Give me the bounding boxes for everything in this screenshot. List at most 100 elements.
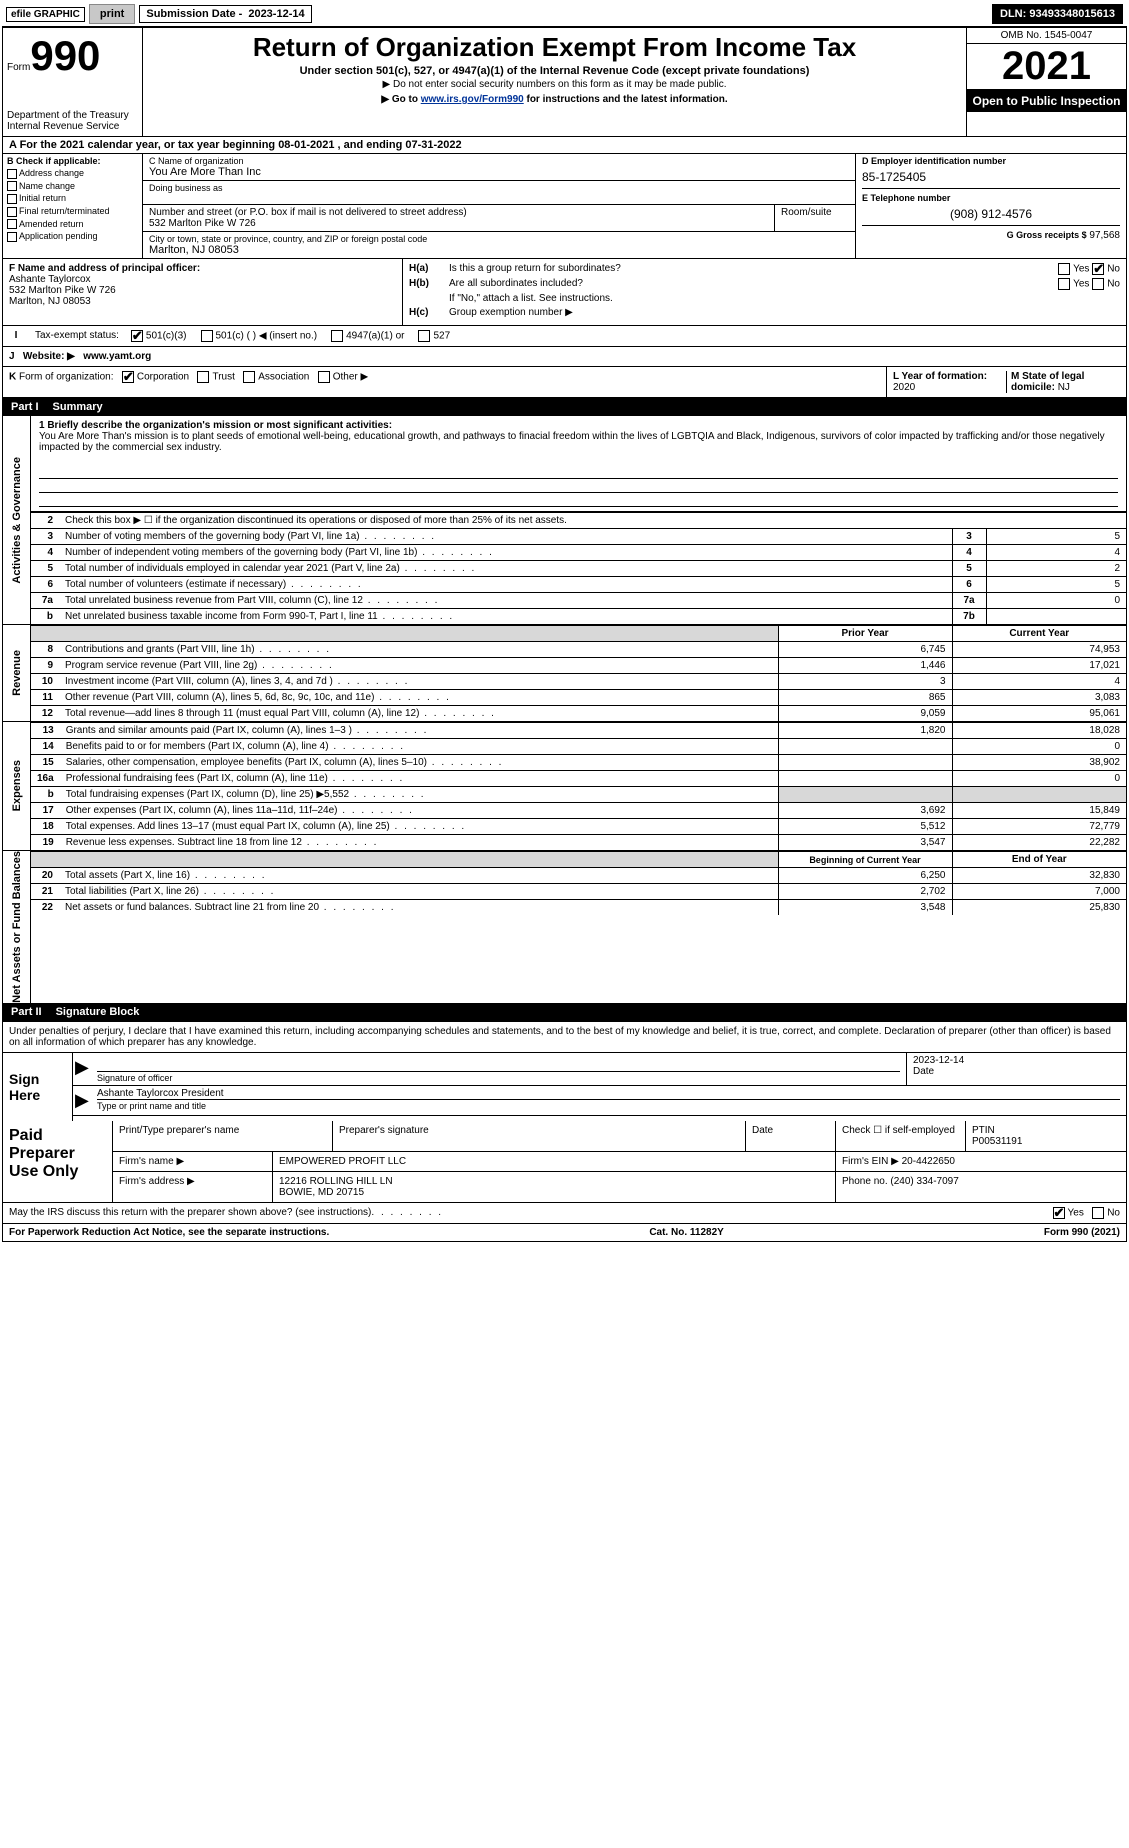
chk-4947[interactable] (331, 330, 343, 342)
table-row: 22Net assets or fund balances. Subtract … (31, 900, 1126, 916)
dept-irs: Internal Revenue Service (7, 121, 138, 132)
hb-note: If "No," attach a list. See instructions… (449, 293, 613, 304)
paid-preparer-block: Paid Preparer Use Only Print/Type prepar… (3, 1121, 1126, 1203)
street-value: 532 Marlton Pike W 726 (149, 218, 768, 229)
line-2: Check this box ▶ ☐ if the organization d… (59, 513, 1126, 529)
section-c: C Name of organization You Are More Than… (143, 154, 856, 258)
hb-text: Are all subordinates included? (449, 278, 583, 289)
ein-label: D Employer identification number (862, 156, 1120, 166)
table-row: 21Total liabilities (Part X, line 26)2,7… (31, 884, 1126, 900)
opt-501c3: 501(c)(3) (146, 331, 187, 342)
discuss-text: May the IRS discuss this return with the… (9, 1207, 371, 1219)
submission-date-box: Submission Date - 2023-12-14 (139, 5, 311, 23)
hb-label: H(b) (409, 278, 449, 289)
irs-link[interactable]: www.irs.gov/Form990 (421, 94, 524, 105)
part-2-header: Part II Signature Block (3, 1003, 1126, 1021)
period-line: A For the 2021 calendar year, or tax yea… (3, 137, 1126, 154)
form-subtitle: Under section 501(c), 527, or 4947(a)(1)… (149, 65, 960, 77)
part-1-header: Part I Summary (3, 398, 1126, 416)
opt-501c: 501(c) ( ) ◀ (insert no.) (216, 331, 318, 342)
tax-year: 2021 (967, 44, 1126, 90)
table-row: 3Number of voting members of the governi… (31, 529, 1126, 545)
table-row: 9Program service revenue (Part VIII, lin… (31, 658, 1126, 674)
chk-association[interactable] (243, 371, 255, 383)
chk-final-return[interactable]: Final return/terminated (7, 206, 138, 217)
firm-addr-1: 12216 ROLLING HILL LN (279, 1176, 829, 1187)
chk-trust[interactable] (197, 371, 209, 383)
chk-amended-return[interactable]: Amended return (7, 219, 138, 230)
revenue-section: Revenue Prior YearCurrent Year 8Contribu… (3, 625, 1126, 722)
form-org-label: Form of organization: (19, 372, 114, 383)
ptin-label: PTIN (972, 1125, 1120, 1136)
row-k: K Form of organization: Corporation Trus… (3, 367, 1126, 398)
part-2-title: Signature Block (56, 1006, 140, 1018)
part-2-label: Part II (11, 1006, 42, 1018)
m-value: NJ (1058, 382, 1070, 393)
table-row: 16aProfessional fundraising fees (Part I… (31, 771, 1126, 787)
dln-box: DLN: 93493348015613 (992, 4, 1123, 24)
table-row: 7aTotal unrelated business revenue from … (31, 593, 1126, 609)
chk-527[interactable] (418, 330, 430, 342)
go-to-suffix: for instructions and the latest informat… (524, 94, 728, 105)
opt-association: Association (258, 372, 309, 383)
sign-here-label: Sign Here (3, 1053, 73, 1121)
chk-application-pending[interactable]: Application pending (7, 231, 138, 242)
opt-other: Other ▶ (333, 372, 368, 383)
discuss-no-chk[interactable] (1092, 1207, 1104, 1219)
opt-4947: 4947(a)(1) or (346, 331, 404, 342)
top-bar: efile GRAPHIC print Submission Date - 20… (2, 2, 1127, 27)
chk-501c[interactable] (201, 330, 213, 342)
begin-year-hdr: Beginning of Current Year (778, 852, 952, 868)
m-label: M State of legal domicile: (1011, 371, 1084, 393)
discuss-yes-chk[interactable] (1053, 1207, 1065, 1219)
governance-rows: 3Number of voting members of the governi… (31, 528, 1126, 624)
ha-no-chk[interactable] (1092, 263, 1104, 275)
j-label: J (9, 351, 15, 362)
submission-date-label: Submission Date - (146, 8, 242, 20)
no-label-2: No (1107, 279, 1120, 290)
l-label: L Year of formation: (893, 371, 987, 382)
table-row: bTotal fundraising expenses (Part IX, co… (31, 787, 1126, 803)
revenue-side-label: Revenue (3, 625, 31, 721)
form-id-footer: Form 990 (2021) (1044, 1227, 1120, 1238)
arrow-icon: ▶ (73, 1053, 91, 1085)
chk-address-change[interactable]: Address change (7, 168, 138, 179)
netassets-side-label: Net Assets or Fund Balances (3, 851, 31, 1003)
row-j: J Website: ▶ www.yamt.org (3, 347, 1126, 367)
l-value: 2020 (893, 382, 915, 393)
dept-treasury: Department of the Treasury (7, 110, 138, 121)
fh-row: F Name and address of principal officer:… (3, 259, 1126, 326)
table-row: 6Total number of volunteers (estimate if… (31, 577, 1126, 593)
hc-label: H(c) (409, 307, 449, 318)
chk-other[interactable] (318, 371, 330, 383)
netassets-rows: 20Total assets (Part X, line 16)6,25032,… (31, 867, 1126, 915)
ein-value: 85-1725405 (862, 166, 1120, 184)
yes-label-2: Yes (1073, 279, 1089, 290)
chk-corporation[interactable] (122, 371, 134, 383)
i-label: I (3, 326, 29, 346)
dba-label: Doing business as (149, 183, 849, 193)
form-title: Return of Organization Exempt From Incom… (149, 32, 960, 63)
section-d: D Employer identification number 85-1725… (856, 154, 1126, 258)
hb-yes-chk[interactable] (1058, 278, 1070, 290)
table-row: 8Contributions and grants (Part VIII, li… (31, 642, 1126, 658)
f-label: F Name and address of principal officer: (9, 263, 396, 274)
hb-no-chk[interactable] (1092, 278, 1104, 290)
city-label: City or town, state or province, country… (149, 234, 849, 244)
chk-initial-return[interactable]: Initial return (7, 193, 138, 204)
sig-date-label: Date (913, 1066, 1120, 1077)
ha-yes-chk[interactable] (1058, 263, 1070, 275)
table-row: 18Total expenses. Add lines 13–17 (must … (31, 819, 1126, 835)
website-url[interactable]: www.yamt.org (83, 351, 151, 362)
suite-label: Room/suite (781, 207, 849, 218)
chk-501c3[interactable] (131, 330, 143, 342)
print-button[interactable]: print (89, 4, 135, 24)
phone-label: E Telephone number (862, 193, 1120, 203)
name-title-label: Type or print name and title (97, 1099, 1120, 1111)
chk-name-change[interactable]: Name change (7, 181, 138, 192)
firm-ein-value: 20-4422650 (902, 1156, 955, 1167)
firm-name-label: Firm's name ▶ (113, 1152, 273, 1171)
opt-527: 527 (433, 331, 450, 342)
form-prefix: Form (7, 62, 30, 73)
mission-text: You Are More Than's mission is to plant … (39, 431, 1118, 465)
